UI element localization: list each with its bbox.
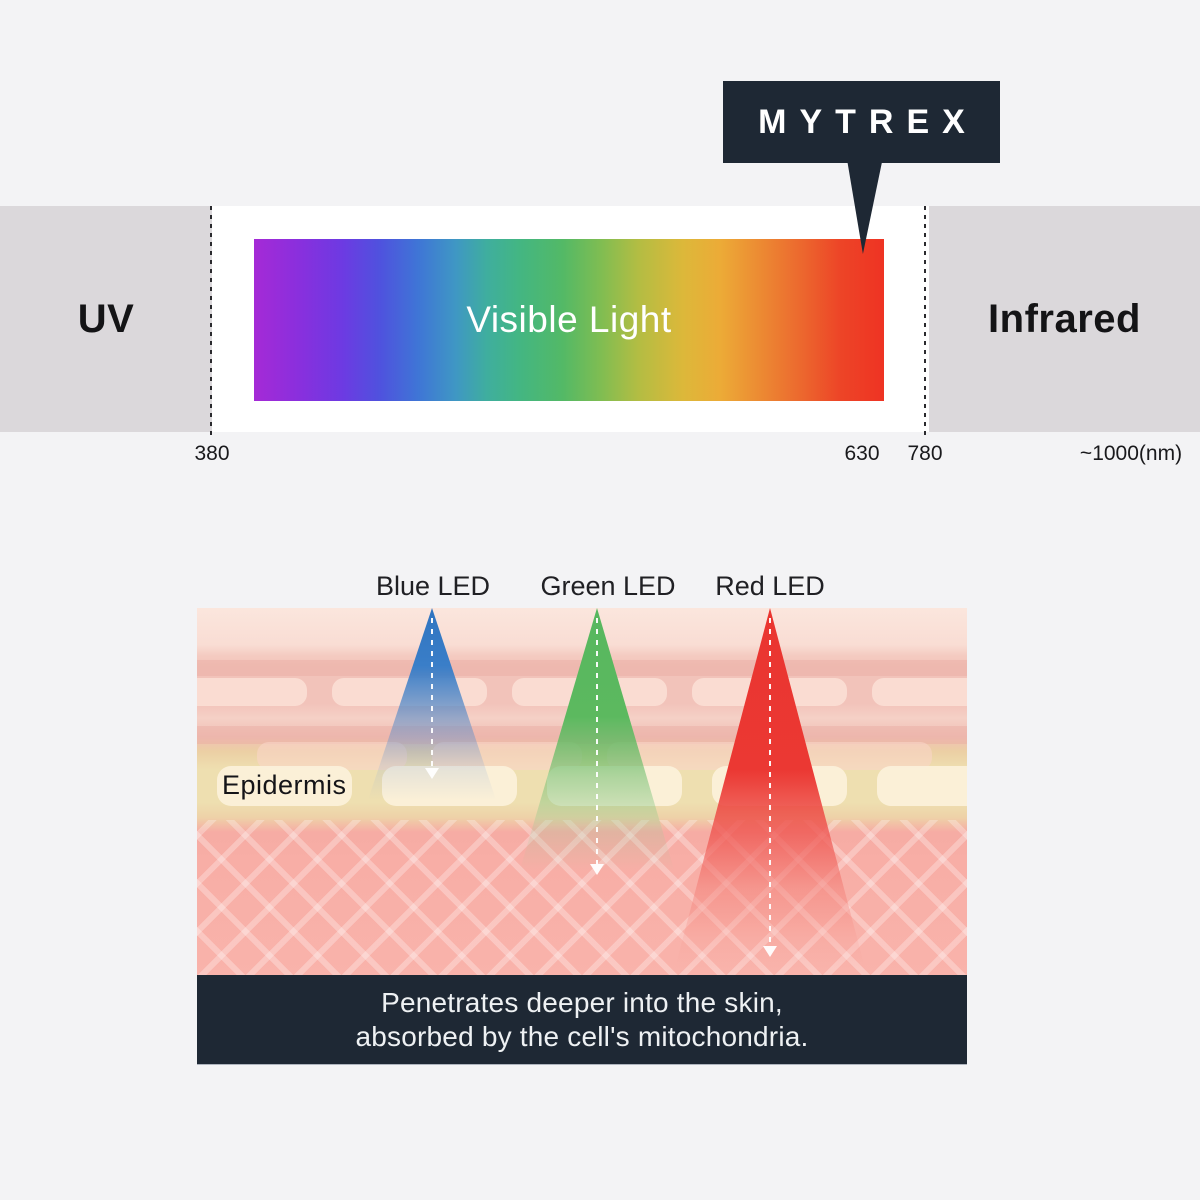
- boundary-780-dotted-line: [924, 206, 926, 437]
- green-led-label: Green LED: [540, 571, 676, 601]
- epidermis-cell-brick: [877, 766, 967, 806]
- brand-logo-text: MYTREX: [758, 102, 978, 141]
- skin-cross-section-illustration: Epidermis: [197, 608, 967, 975]
- green-depth-arrow-line: [596, 618, 598, 864]
- uv-label: UV: [77, 296, 135, 341]
- caption-line-1: Penetrates deeper into the skin,: [381, 986, 783, 1018]
- red-led-label: Red LED: [715, 571, 825, 601]
- infrared-band: Infrared: [929, 206, 1200, 432]
- skin-cell-brick: [197, 678, 307, 706]
- tick-630: 630: [844, 442, 880, 465]
- infrared-label: Infrared: [988, 296, 1141, 341]
- skin-cell-brick: [872, 678, 967, 706]
- blue-depth-arrowhead-icon: [425, 768, 439, 779]
- visible-light-spectrum-bar: Visible Light: [254, 239, 884, 401]
- red-depth-arrowhead-icon: [763, 946, 777, 957]
- red-depth-arrow-line: [769, 618, 771, 944]
- tick-780: 780: [907, 442, 943, 465]
- epidermis-cell-brick: [217, 766, 352, 806]
- blue-depth-arrow-line: [431, 618, 433, 768]
- caption-footer: Penetrates deeper into the skin, absorbe…: [197, 975, 967, 1065]
- visible-light-label: Visible Light: [466, 299, 672, 340]
- green-depth-arrowhead-icon: [590, 864, 604, 875]
- tick-380: 380: [194, 442, 230, 465]
- epidermis-label: Epidermis: [222, 770, 347, 800]
- caption-line-2: absorbed by the cell's mitochondria.: [355, 1020, 809, 1052]
- blue-led-label: Blue LED: [375, 571, 491, 601]
- brand-callout: MYTREX: [723, 81, 1000, 163]
- uv-band: UV: [0, 206, 212, 432]
- tick-1000: ~1000(nm): [1079, 442, 1183, 465]
- boundary-380-dotted-line: [210, 206, 212, 437]
